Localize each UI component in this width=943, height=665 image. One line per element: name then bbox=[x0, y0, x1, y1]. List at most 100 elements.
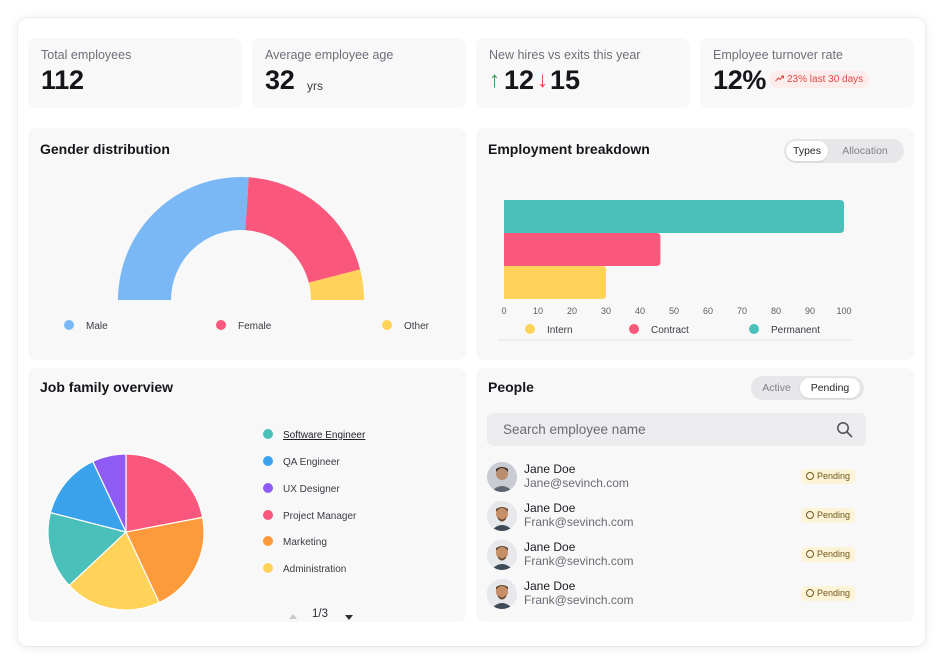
clock-icon bbox=[806, 550, 814, 558]
x-tick-label: 70 bbox=[737, 306, 747, 316]
status-badge: Pending bbox=[801, 469, 856, 484]
person-row[interactable]: Jane Doe Frank@sevinch.com Pending bbox=[487, 538, 867, 572]
legend-label: Female bbox=[238, 321, 272, 332]
legend-label: Software Engineer bbox=[283, 430, 366, 441]
kpi-hires-vs-exits: New hires vs exits this year ↑ 12 ↓ 15 bbox=[476, 38, 690, 108]
avatar bbox=[487, 462, 517, 492]
x-tick-label: 10 bbox=[533, 306, 543, 316]
employment-breakdown-panel: Employment breakdown Types Allocation 0 1… bbox=[476, 128, 914, 360]
status-label: Pending bbox=[817, 549, 851, 559]
exits-value: 15 bbox=[550, 65, 581, 95]
x-tick-label: 20 bbox=[567, 306, 577, 316]
search-input[interactable] bbox=[503, 420, 823, 438]
trending-up-icon bbox=[775, 75, 785, 82]
pie-slice-qa-engineer[interactable] bbox=[49, 460, 128, 533]
pie-slice-marketing[interactable] bbox=[125, 516, 205, 604]
panel-title: Job family overview bbox=[40, 379, 174, 395]
legend-swatch bbox=[629, 324, 639, 334]
tab-allocation[interactable]: Allocation bbox=[842, 145, 888, 157]
legend-item-administration[interactable]: Administration bbox=[263, 563, 346, 575]
kpi-average-age: Average employee age 32 yrs bbox=[252, 38, 466, 108]
legend-item-intern: Intern bbox=[525, 324, 573, 336]
legend-label: Other bbox=[404, 321, 430, 332]
person-name: Jane Doe bbox=[524, 579, 576, 593]
legend-swatch bbox=[216, 320, 226, 330]
person-name: Jane Doe bbox=[524, 462, 576, 476]
legend-item-marketing[interactable]: Marketing bbox=[263, 536, 327, 548]
bar-intern[interactable] bbox=[504, 266, 606, 299]
pie-slice-software-engineer[interactable] bbox=[47, 511, 128, 587]
person-email: Frank@sevinch.com bbox=[524, 554, 634, 568]
person-row[interactable]: Jane Doe Frank@sevinch.com Pending bbox=[487, 577, 867, 611]
person-name: Jane Doe bbox=[524, 501, 576, 515]
kpi-value: 32 bbox=[265, 65, 295, 95]
tab-types[interactable]: Types bbox=[786, 141, 828, 161]
x-tick-label: 50 bbox=[669, 306, 679, 316]
panel-title: Gender distribution bbox=[40, 141, 170, 157]
gender-slice-other[interactable] bbox=[308, 269, 364, 300]
trend-text: 23% last 30 days bbox=[787, 74, 864, 85]
avatar bbox=[487, 501, 517, 531]
legend-swatch bbox=[263, 456, 273, 466]
new-hires-value: 12 bbox=[504, 65, 535, 95]
search-icon[interactable] bbox=[836, 421, 853, 438]
gender-slice-male[interactable] bbox=[118, 177, 249, 300]
kpi-label: Average employee age bbox=[265, 48, 394, 62]
status-badge: Pending bbox=[801, 508, 856, 523]
legend-swatch bbox=[64, 320, 74, 330]
x-tick-label: 90 bbox=[805, 306, 815, 316]
legend-label: Intern bbox=[547, 325, 573, 336]
legend-swatch bbox=[263, 429, 273, 439]
dashboard: Total employees 112 Average employee age… bbox=[18, 18, 925, 646]
legend-item-permanent: Permanent bbox=[749, 324, 820, 336]
legend-label: Project Manager bbox=[283, 511, 357, 522]
pie-slice-administration[interactable] bbox=[68, 530, 161, 611]
status-label: Pending bbox=[817, 510, 851, 520]
clock-icon bbox=[806, 472, 814, 480]
legend-label: Marketing bbox=[283, 537, 327, 548]
pie-slice-project-manager[interactable] bbox=[125, 453, 204, 533]
x-tick-label: 60 bbox=[703, 306, 713, 316]
legend-item-female: Female bbox=[216, 320, 271, 332]
x-tick-label: 40 bbox=[635, 306, 645, 316]
gender-slice-female[interactable] bbox=[245, 177, 361, 283]
employee-search bbox=[487, 413, 866, 446]
legend-swatch bbox=[263, 483, 273, 493]
legend-item-male: Male bbox=[64, 320, 108, 332]
tab-pending[interactable]: Pending bbox=[800, 378, 860, 398]
legend-label: Permanent bbox=[771, 325, 820, 336]
status-label: Pending bbox=[817, 588, 851, 598]
person-row[interactable]: Jane Doe Jane@sevinch.com Pending bbox=[487, 460, 867, 494]
legend-item-ux-designer[interactable]: UX Designer bbox=[263, 483, 340, 495]
person-email: Frank@sevinch.com bbox=[524, 593, 634, 607]
kpi-label: Employee turnover rate bbox=[713, 48, 843, 62]
bar-contract[interactable] bbox=[504, 233, 661, 266]
x-tick-label: 0 bbox=[501, 306, 506, 316]
legend-item-project-manager[interactable]: Project Manager bbox=[263, 510, 356, 522]
clock-icon bbox=[806, 511, 814, 519]
legend-swatch bbox=[263, 563, 273, 573]
trend-badge: 23% last 30 days bbox=[769, 71, 870, 88]
panel-title: People bbox=[488, 379, 534, 395]
person-name: Jane Doe bbox=[524, 540, 576, 554]
avatar bbox=[487, 579, 517, 609]
legend-label: UX Designer bbox=[283, 484, 340, 495]
panel-title: Employment breakdown bbox=[488, 141, 650, 157]
x-tick-label: 100 bbox=[836, 306, 851, 316]
tab-active[interactable]: Active bbox=[762, 382, 791, 394]
status-badge: Pending bbox=[801, 547, 856, 562]
triangle-down-icon[interactable] bbox=[344, 613, 354, 621]
person-email: Jane@sevinch.com bbox=[524, 476, 629, 490]
bar-permanent[interactable] bbox=[504, 200, 844, 233]
person-email: Frank@sevinch.com bbox=[524, 515, 634, 529]
job-family-pie-chart bbox=[47, 453, 205, 611]
employment-view-toggle: Types Allocation bbox=[784, 139, 904, 163]
legend-item-software-engineer[interactable]: Software Engineer bbox=[263, 429, 365, 441]
pie-slice-ux-designer[interactable] bbox=[91, 453, 127, 533]
x-tick-label: 30 bbox=[601, 306, 611, 316]
person-row[interactable]: Jane Doe Frank@sevinch.com Pending bbox=[487, 499, 867, 533]
triangle-up-icon[interactable] bbox=[288, 613, 298, 621]
kpi-turnover-rate: Employee turnover rate 12% 23% last 30 d… bbox=[700, 38, 914, 108]
legend-item-qa-engineer[interactable]: QA Engineer bbox=[263, 456, 340, 468]
status-label: Pending bbox=[817, 471, 851, 481]
